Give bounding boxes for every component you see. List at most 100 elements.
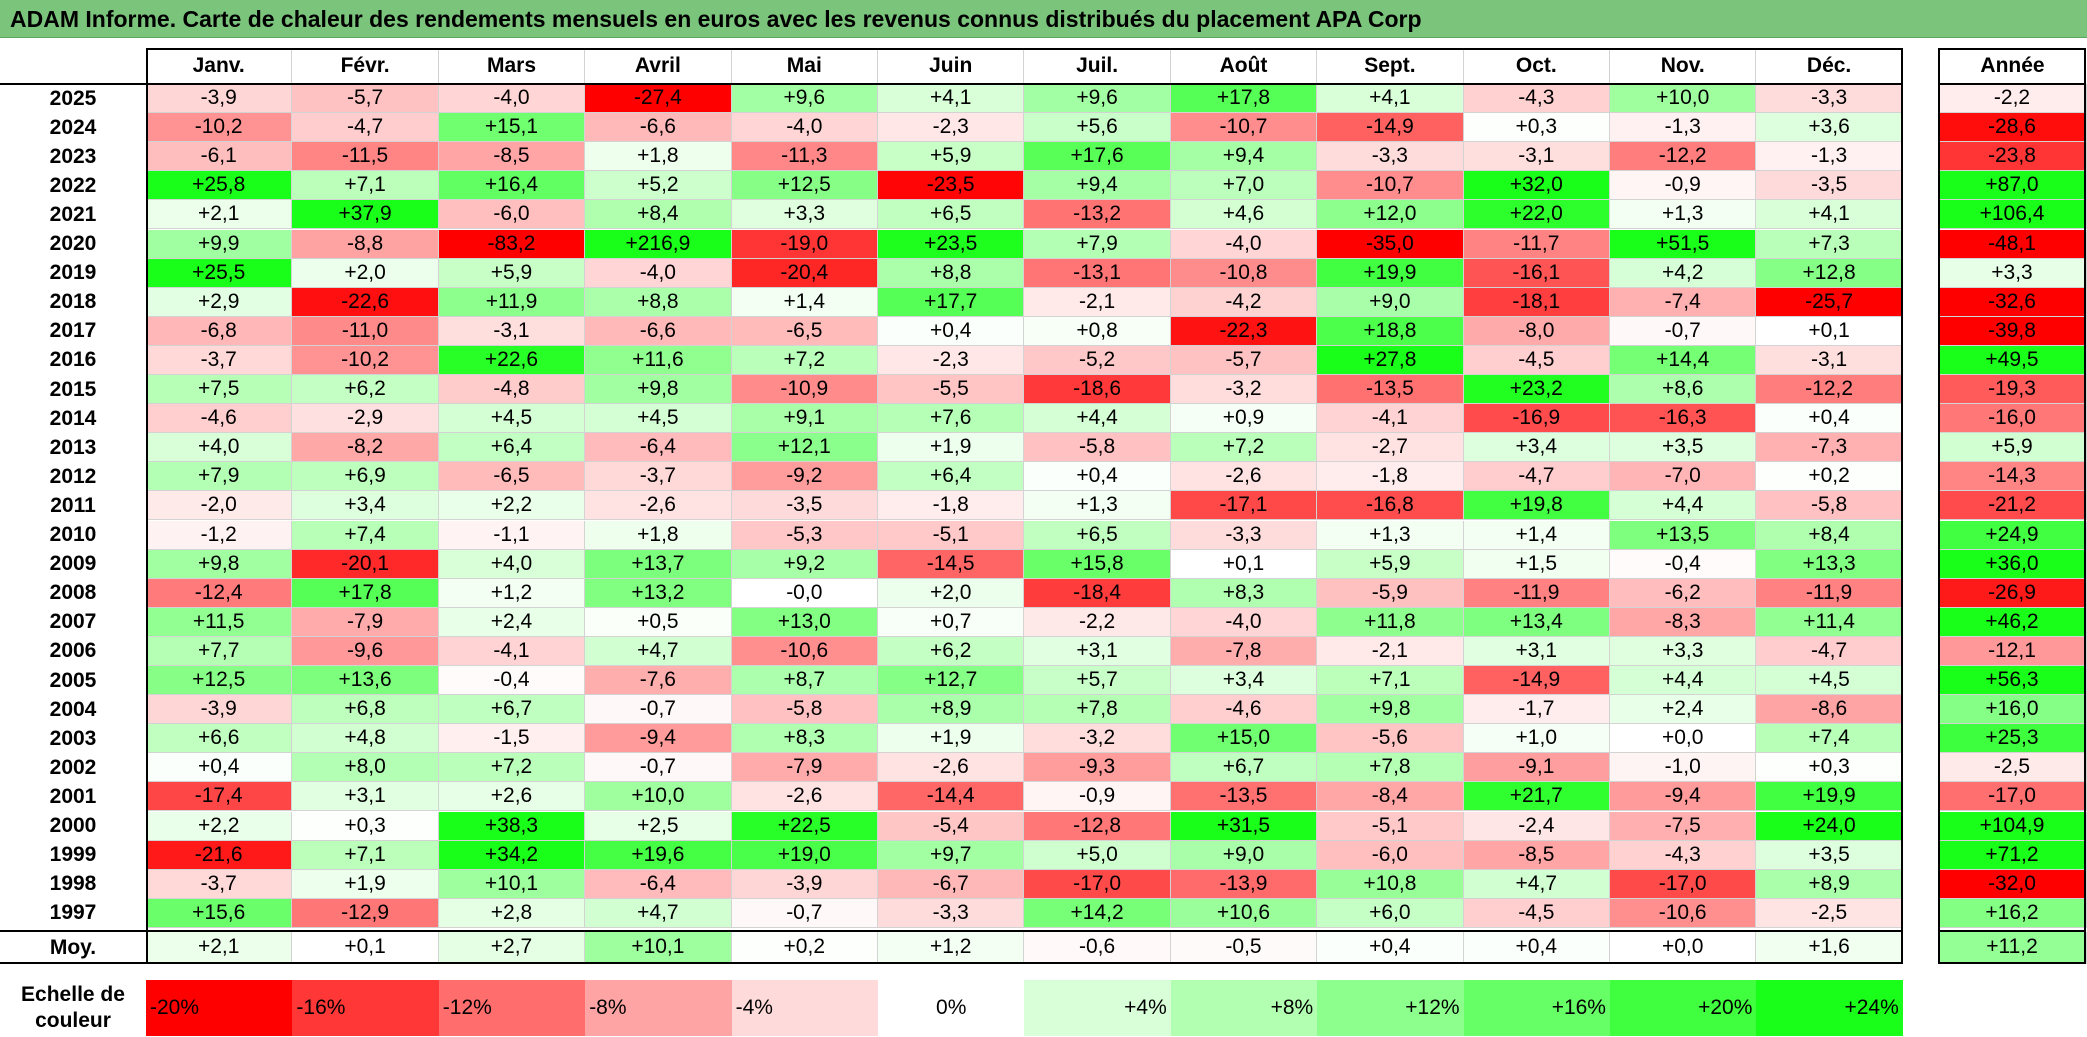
month-return-cell: +15,8 [1024,549,1171,579]
month-return-cell: +0,3 [1756,753,1903,783]
month-header: Août [1171,48,1318,84]
scale-swatch: -16% [292,980,439,1036]
annual-return-cell: -23,8 [1938,142,2087,172]
month-return-cell: +21,7 [1463,782,1610,812]
month-return-cell: +6,8 [292,695,439,725]
month-return-cell: +0,3 [292,811,439,841]
annual-return-cell: +16,2 [1938,898,2087,928]
month-return-cell: -35,0 [1317,229,1464,259]
month-return-cell: +4,1 [878,84,1025,114]
average-annual-cell: +11,2 [1938,931,2087,964]
year-label: 2012 [49,464,97,488]
month-return-cell: +2,2 [146,811,293,841]
month-return-cell: -6,5 [438,462,586,492]
month-return-cell: -1,2 [146,520,293,550]
year-label: 2004 [49,697,97,721]
month-return-cell: -8,4 [1317,782,1464,812]
month-return-cell: +6,9 [292,462,439,492]
month-return-cell: +1,8 [585,142,732,172]
month-return-cell: -23,5 [878,171,1025,201]
month-return-cell: +11,9 [438,287,586,317]
scale-swatch: +4% [1024,980,1171,1036]
month-return-cell: +4,2 [1610,258,1757,288]
month-return-cell: +3,6 [1756,113,1903,143]
month-return-cell: +10,8 [1317,869,1464,899]
year-label: 2001 [49,784,97,808]
month-return-cell: -11,7 [1463,229,1610,259]
annual-return-cell: -39,8 [1938,316,2087,346]
month-return-cell: +23,2 [1463,375,1610,405]
annual-return-cell: +16,0 [1938,695,2087,725]
month-return-cell: -1,8 [1317,462,1464,492]
month-return-cell: +8,6 [1610,375,1757,405]
month-return-cell: +19,9 [1317,258,1464,288]
month-return-cell: -2,1 [1024,287,1171,317]
year-label: 2008 [49,581,97,605]
month-return-cell: -7,5 [1610,811,1757,841]
annual-return-cell: -32,6 [1938,287,2087,317]
month-return-cell: +2,1 [146,200,293,230]
month-return-cell: +5,9 [1317,549,1464,579]
month-return-cell: -3,7 [146,345,293,375]
year-label: 2016 [49,348,97,372]
month-return-cell: +7,5 [146,375,293,405]
month-return-cell: -1,8 [878,491,1025,521]
month-return-cell: -4,1 [1317,404,1464,434]
month-return-cell: +9,7 [878,840,1025,870]
month-return-cell: -14,5 [878,549,1025,579]
month-return-cell: +7,9 [1024,229,1171,259]
month-return-cell: -5,8 [731,695,878,725]
month-return-cell: -83,2 [438,229,586,259]
month-return-cell: +7,8 [1024,695,1171,725]
month-return-cell: -9,4 [1610,782,1757,812]
year-label: 1999 [49,843,97,867]
month-return-cell: +14,4 [1610,345,1757,375]
month-return-cell: +2,6 [438,782,586,812]
month-return-cell: -13,2 [1024,200,1171,230]
month-return-cell: -7,8 [1170,636,1318,666]
month-return-cell: -18,4 [1024,578,1171,608]
month-return-cell: -5,3 [731,520,878,550]
month-return-cell: +13,3 [1756,549,1903,579]
month-return-cell: -5,5 [878,375,1025,405]
month-return-cell: -5,9 [1317,578,1464,608]
month-return-cell: -17,1 [1170,491,1318,521]
month-return-cell: -0,7 [585,753,732,783]
month-return-cell: +51,5 [1610,229,1757,259]
month-return-cell: -4,7 [1756,636,1903,666]
month-return-cell: -4,6 [146,404,293,434]
month-return-cell: -5,2 [1024,345,1171,375]
annual-return-cell: -26,9 [1938,578,2087,608]
month-return-cell: +3,5 [1756,840,1903,870]
month-return-cell: -4,1 [438,636,586,666]
month-return-cell: -2,4 [1463,811,1610,841]
month-return-cell: -12,8 [1024,811,1171,841]
month-return-cell: -9,3 [1024,753,1171,783]
month-return-cell: -6,4 [585,433,732,463]
month-return-cell: -10,9 [731,375,878,405]
month-return-cell: -4,6 [1170,695,1318,725]
month-return-cell: -6,5 [731,316,878,346]
month-return-cell: -9,4 [585,724,732,754]
month-return-cell: -4,7 [292,113,439,143]
month-return-cell: +7,1 [1317,666,1464,696]
month-return-cell: +4,5 [438,404,586,434]
month-return-cell: -3,3 [1170,520,1318,550]
month-return-cell: -1,5 [438,724,586,754]
month-return-cell: +11,4 [1756,607,1903,637]
month-return-cell: +11,5 [146,607,293,637]
month-return-cell: -7,4 [1610,287,1757,317]
month-return-cell: -17,4 [146,782,293,812]
scale-swatch: +8% [1170,980,1318,1036]
month-return-cell: +23,5 [878,229,1025,259]
annual-return-cell: -2,2 [1938,84,2087,114]
month-return-cell: +8,0 [292,753,439,783]
month-return-cell: +2,8 [438,898,586,928]
month-return-cell: +0,7 [878,607,1025,637]
month-return-cell: -3,2 [1024,724,1171,754]
month-return-cell: +13,4 [1463,607,1610,637]
month-return-cell: +8,8 [878,258,1025,288]
month-return-cell: -1,0 [1610,753,1757,783]
month-return-cell: +5,7 [1024,666,1171,696]
year-label: 2023 [49,144,97,168]
